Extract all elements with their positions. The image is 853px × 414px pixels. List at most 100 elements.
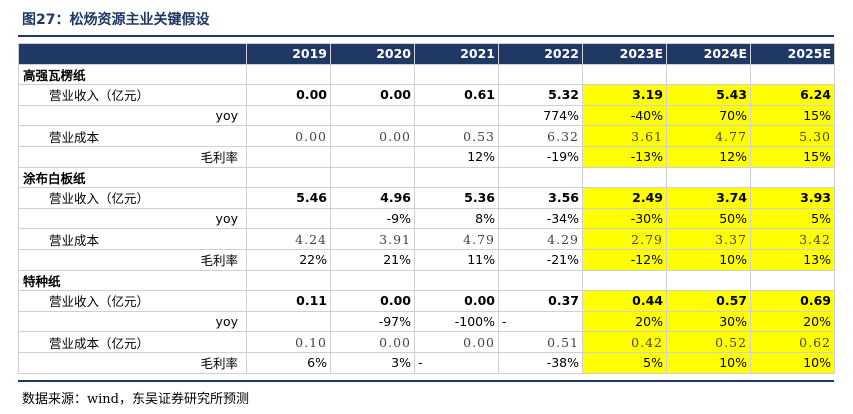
value-cell: 10% (666, 248, 751, 271)
value-cell: 3.19 (582, 84, 667, 106)
section-row: 特种纸 (18, 269, 835, 292)
header-cell: 2023E (582, 43, 667, 65)
value-cell: 0.42 (582, 331, 667, 353)
value-cell: 12% (666, 145, 751, 168)
table-row: yoy 774% -40% 70% 15% (18, 104, 835, 127)
source-note: 数据来源：wind，东吴证券研究所预测 (22, 392, 249, 407)
table-row: 营业收入（亿元） 5.46 4.96 5.36 3.56 2.49 3.74 3.93 (18, 187, 835, 209)
empty-cell (750, 63, 835, 86)
value-cell: 0.00 (330, 84, 415, 106)
value-cell (246, 145, 331, 168)
value-cell: -21% (498, 248, 583, 271)
row-label: 毛利率 (18, 248, 247, 271)
empty-cell (246, 63, 331, 86)
value-cell: 12% (414, 145, 499, 168)
value-cell: 3.74 (666, 187, 751, 209)
value-cell: 13% (750, 248, 835, 271)
value-cell: 20% (750, 310, 835, 333)
value-cell: 0.00 (330, 331, 415, 353)
value-cell: 2.49 (582, 187, 667, 209)
value-cell: 10% (666, 351, 751, 374)
value-cell: 10% (750, 351, 835, 374)
table-row: 营业收入（亿元） 0.00 0.00 0.61 5.32 3.19 5.43 6.24 (18, 84, 835, 106)
table-row: 营业成本 0.00 0.00 0.53 6.32 3.61 4.77 5.30 (18, 125, 835, 147)
value-cell: 0.57 (666, 290, 751, 312)
empty-cell (246, 166, 331, 189)
value-cell: -100% (414, 310, 499, 333)
value-cell: -97% (330, 310, 415, 333)
empty-cell (498, 63, 583, 86)
value-cell: 0.00 (330, 290, 415, 312)
header-row: 2019 2020 2021 2022 2023E 2024E 2025E (18, 43, 835, 65)
value-cell: 5.30 (750, 125, 835, 147)
table-row: yoy -97% -100% -20% 30% 20% (18, 310, 835, 333)
table-row: 毛利率 6% 3% - -38% 5% 10% 10% (18, 351, 835, 374)
value-cell: 0.00 (330, 125, 415, 147)
value-cell: 4.77 (666, 125, 751, 147)
value-cell: 4.96 (330, 187, 415, 209)
row-label: yoy (18, 104, 247, 127)
value-cell: 0.62 (750, 331, 835, 353)
title-divider (18, 35, 834, 37)
value-cell: - (414, 351, 499, 374)
table-row: 营业收入（亿元） 0.11 0.00 0.00 0.37 0.44 0.57 0.69 (18, 290, 835, 312)
value-cell: -12% (582, 248, 667, 271)
header-cell: 2024E (666, 43, 751, 65)
value-cell: 0.69 (750, 290, 835, 312)
empty-cell (414, 63, 499, 86)
header-cell: 2019 (246, 43, 331, 65)
table-row: yoy -9% 8% -34% -30% 50% 5% (18, 207, 835, 230)
header-cell: 2022 (498, 43, 583, 65)
value-cell: 3% (330, 351, 415, 374)
value-cell: 20% (582, 310, 667, 333)
value-cell: 0.00 (414, 290, 499, 312)
empty-cell (414, 166, 499, 189)
row-label: 营业成本 (18, 125, 247, 147)
empty-cell (666, 63, 751, 86)
empty-cell (330, 63, 415, 86)
empty-cell (330, 269, 415, 292)
empty-cell (246, 269, 331, 292)
value-cell: 0.00 (246, 84, 331, 106)
value-cell: 0.61 (414, 84, 499, 106)
value-cell: 3.93 (750, 187, 835, 209)
header-cell: 2020 (330, 43, 415, 65)
value-cell: 0.52 (666, 331, 751, 353)
value-cell: 0.00 (246, 125, 331, 147)
value-cell: 5.43 (666, 84, 751, 106)
value-cell: 3.91 (330, 228, 415, 250)
empty-cell (666, 269, 751, 292)
value-cell: -13% (582, 145, 667, 168)
value-cell: -38% (498, 351, 583, 374)
empty-cell (330, 166, 415, 189)
value-cell: 3.37 (666, 228, 751, 250)
value-cell: 774% (498, 104, 583, 127)
empty-cell (750, 166, 835, 189)
value-cell: 22% (246, 248, 331, 271)
value-cell (246, 207, 331, 230)
value-cell: 5% (750, 207, 835, 230)
row-label: 营业收入（亿元） (18, 84, 247, 106)
empty-cell (498, 269, 583, 292)
empty-cell (750, 269, 835, 292)
value-cell: 5.46 (246, 187, 331, 209)
empty-cell (498, 166, 583, 189)
value-cell: 15% (750, 104, 835, 127)
value-cell: -19% (498, 145, 583, 168)
value-cell: -34% (498, 207, 583, 230)
value-cell: 50% (666, 207, 751, 230)
value-cell: 15% (750, 145, 835, 168)
section-label: 涂布白板纸 (18, 166, 247, 189)
row-label: 营业收入（亿元） (18, 290, 247, 312)
value-cell: 70% (666, 104, 751, 127)
value-cell: 0.51 (498, 331, 583, 353)
section-label: 特种纸 (18, 269, 247, 292)
value-cell: 30% (666, 310, 751, 333)
row-label: yoy (18, 207, 247, 230)
empty-cell (582, 269, 667, 292)
value-cell: 6% (246, 351, 331, 374)
row-label: 毛利率 (18, 145, 247, 168)
empty-cell (582, 63, 667, 86)
assumptions-table: 2019 2020 2021 2022 2023E 2024E 2025E 高强… (18, 43, 835, 374)
value-cell (330, 104, 415, 127)
